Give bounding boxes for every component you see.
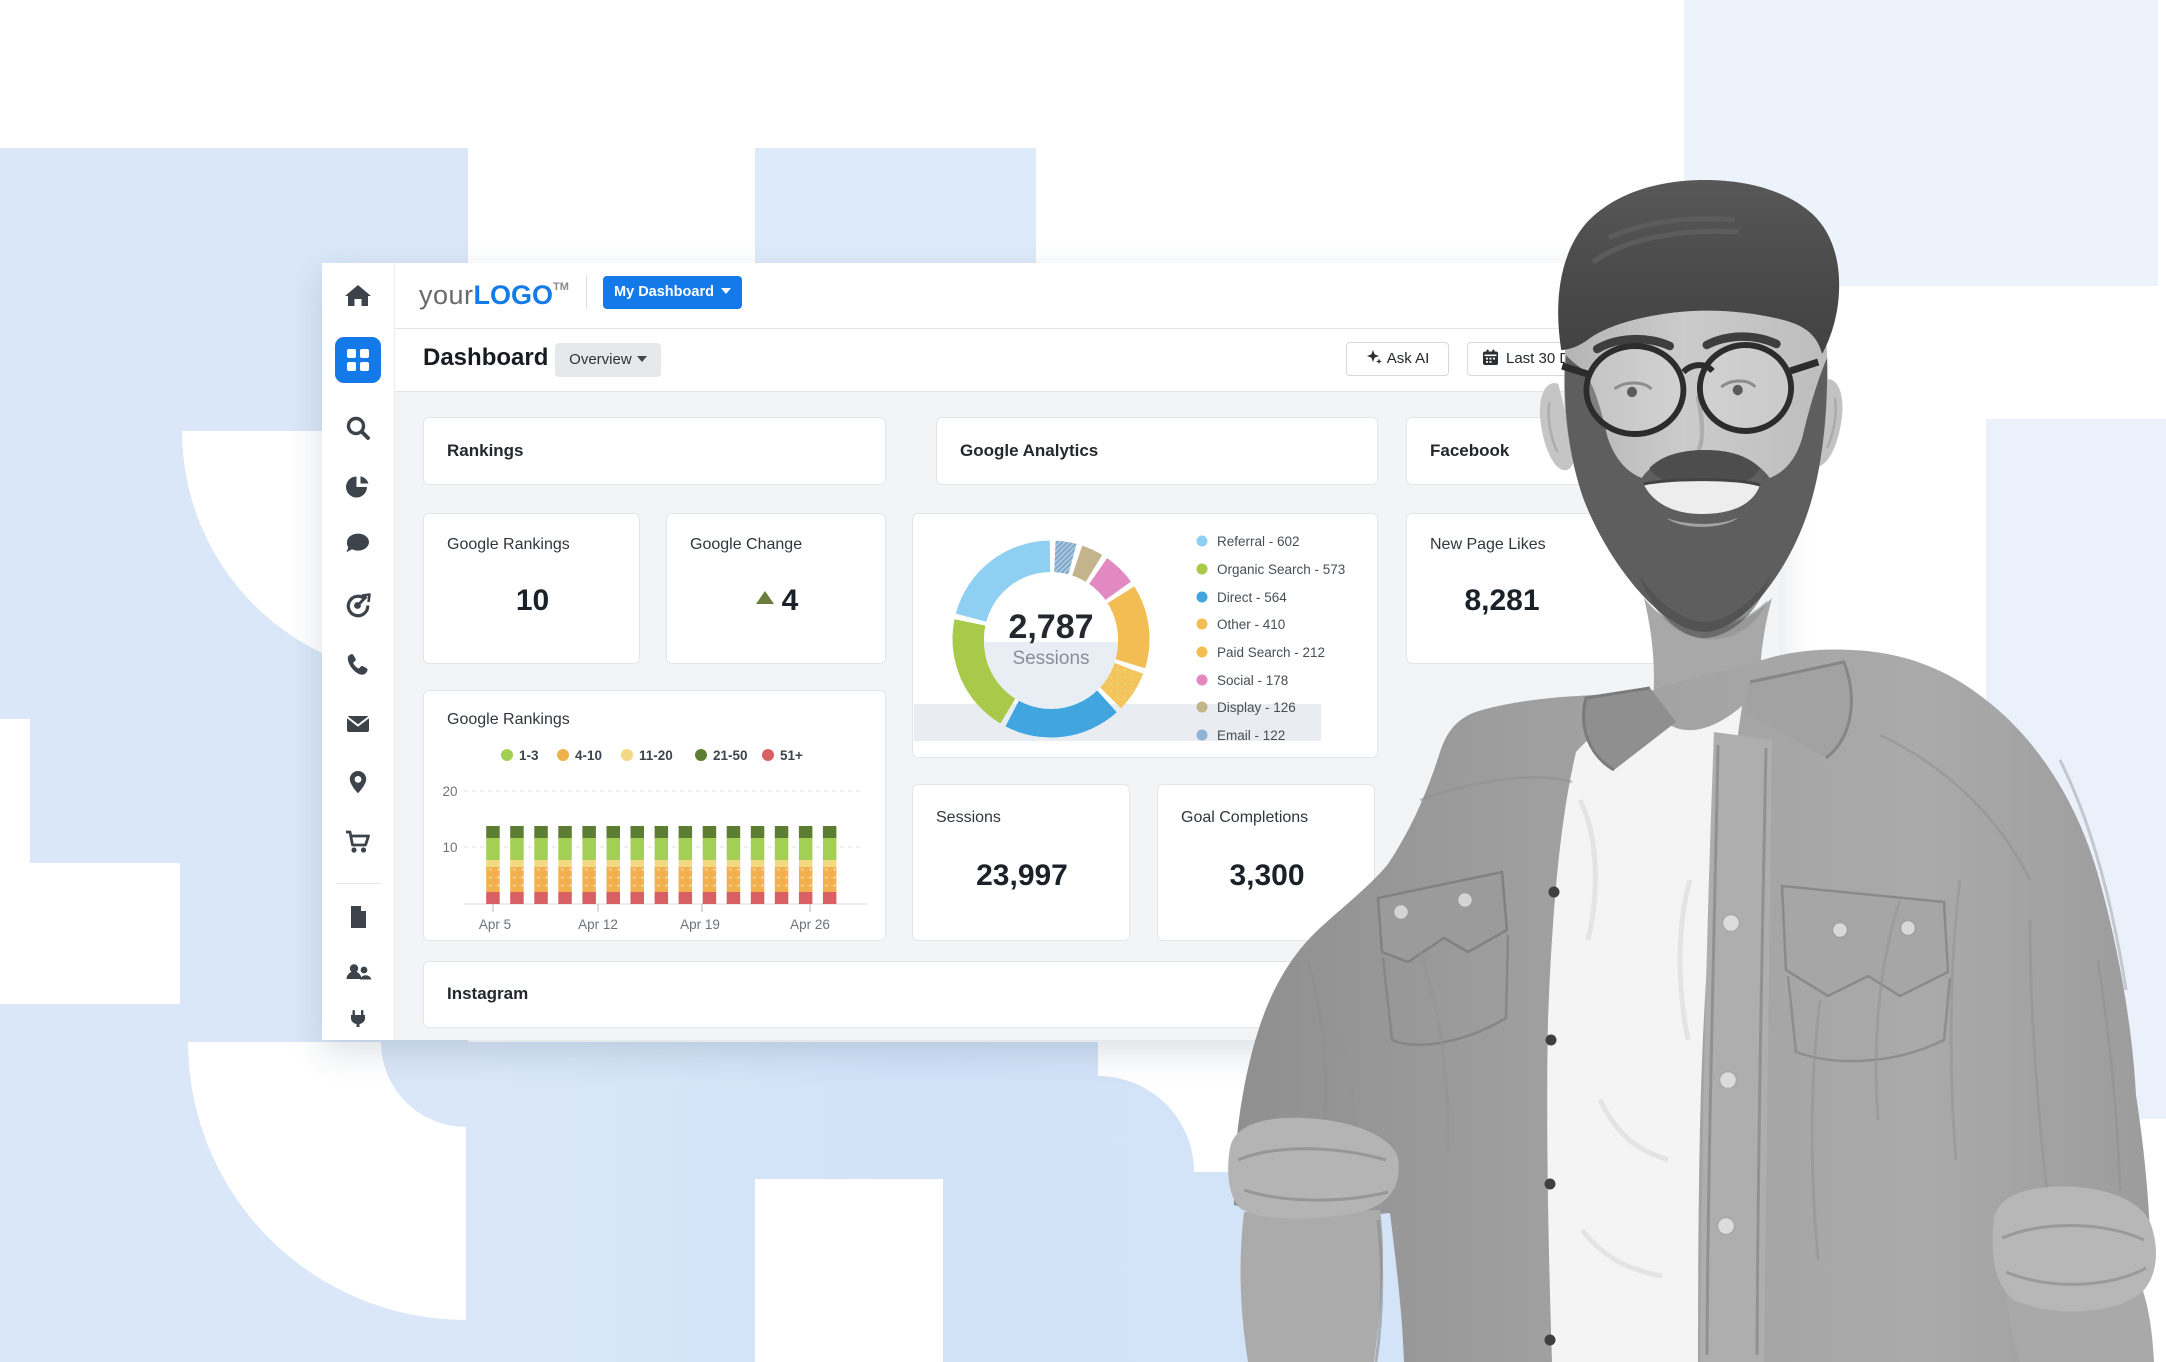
svg-text:11-20: 11-20 — [639, 748, 673, 763]
svg-text:Display - 126: Display - 126 — [1217, 700, 1296, 715]
svg-text:1-3: 1-3 — [519, 748, 539, 763]
svg-text:Organic Search - 573: Organic Search - 573 — [1217, 562, 1345, 577]
svg-text:21-50: 21-50 — [713, 748, 748, 763]
svg-text:2,787: 2,787 — [1008, 608, 1093, 646]
svg-text:Direct - 564: Direct - 564 — [1217, 590, 1287, 605]
svg-text:Other - 410: Other - 410 — [1217, 617, 1285, 632]
svg-text:Sessions: Sessions — [1012, 648, 1089, 669]
svg-text:10: 10 — [442, 840, 457, 855]
svg-text:Apr 5: Apr 5 — [479, 917, 511, 932]
svg-text:Apr 12: Apr 12 — [578, 917, 618, 932]
svg-text:Apr 26: Apr 26 — [790, 917, 830, 932]
svg-text:Social - 178: Social - 178 — [1217, 673, 1288, 688]
svg-text:20: 20 — [442, 784, 457, 799]
svg-text:Referral - 602: Referral - 602 — [1217, 534, 1300, 549]
svg-text:Email - 122: Email - 122 — [1217, 728, 1285, 743]
svg-text:Paid Search - 212: Paid Search - 212 — [1217, 645, 1325, 660]
svg-text:Apr 19: Apr 19 — [680, 917, 720, 932]
svg-text:4-10: 4-10 — [575, 748, 602, 763]
svg-text:51+: 51+ — [780, 748, 803, 763]
